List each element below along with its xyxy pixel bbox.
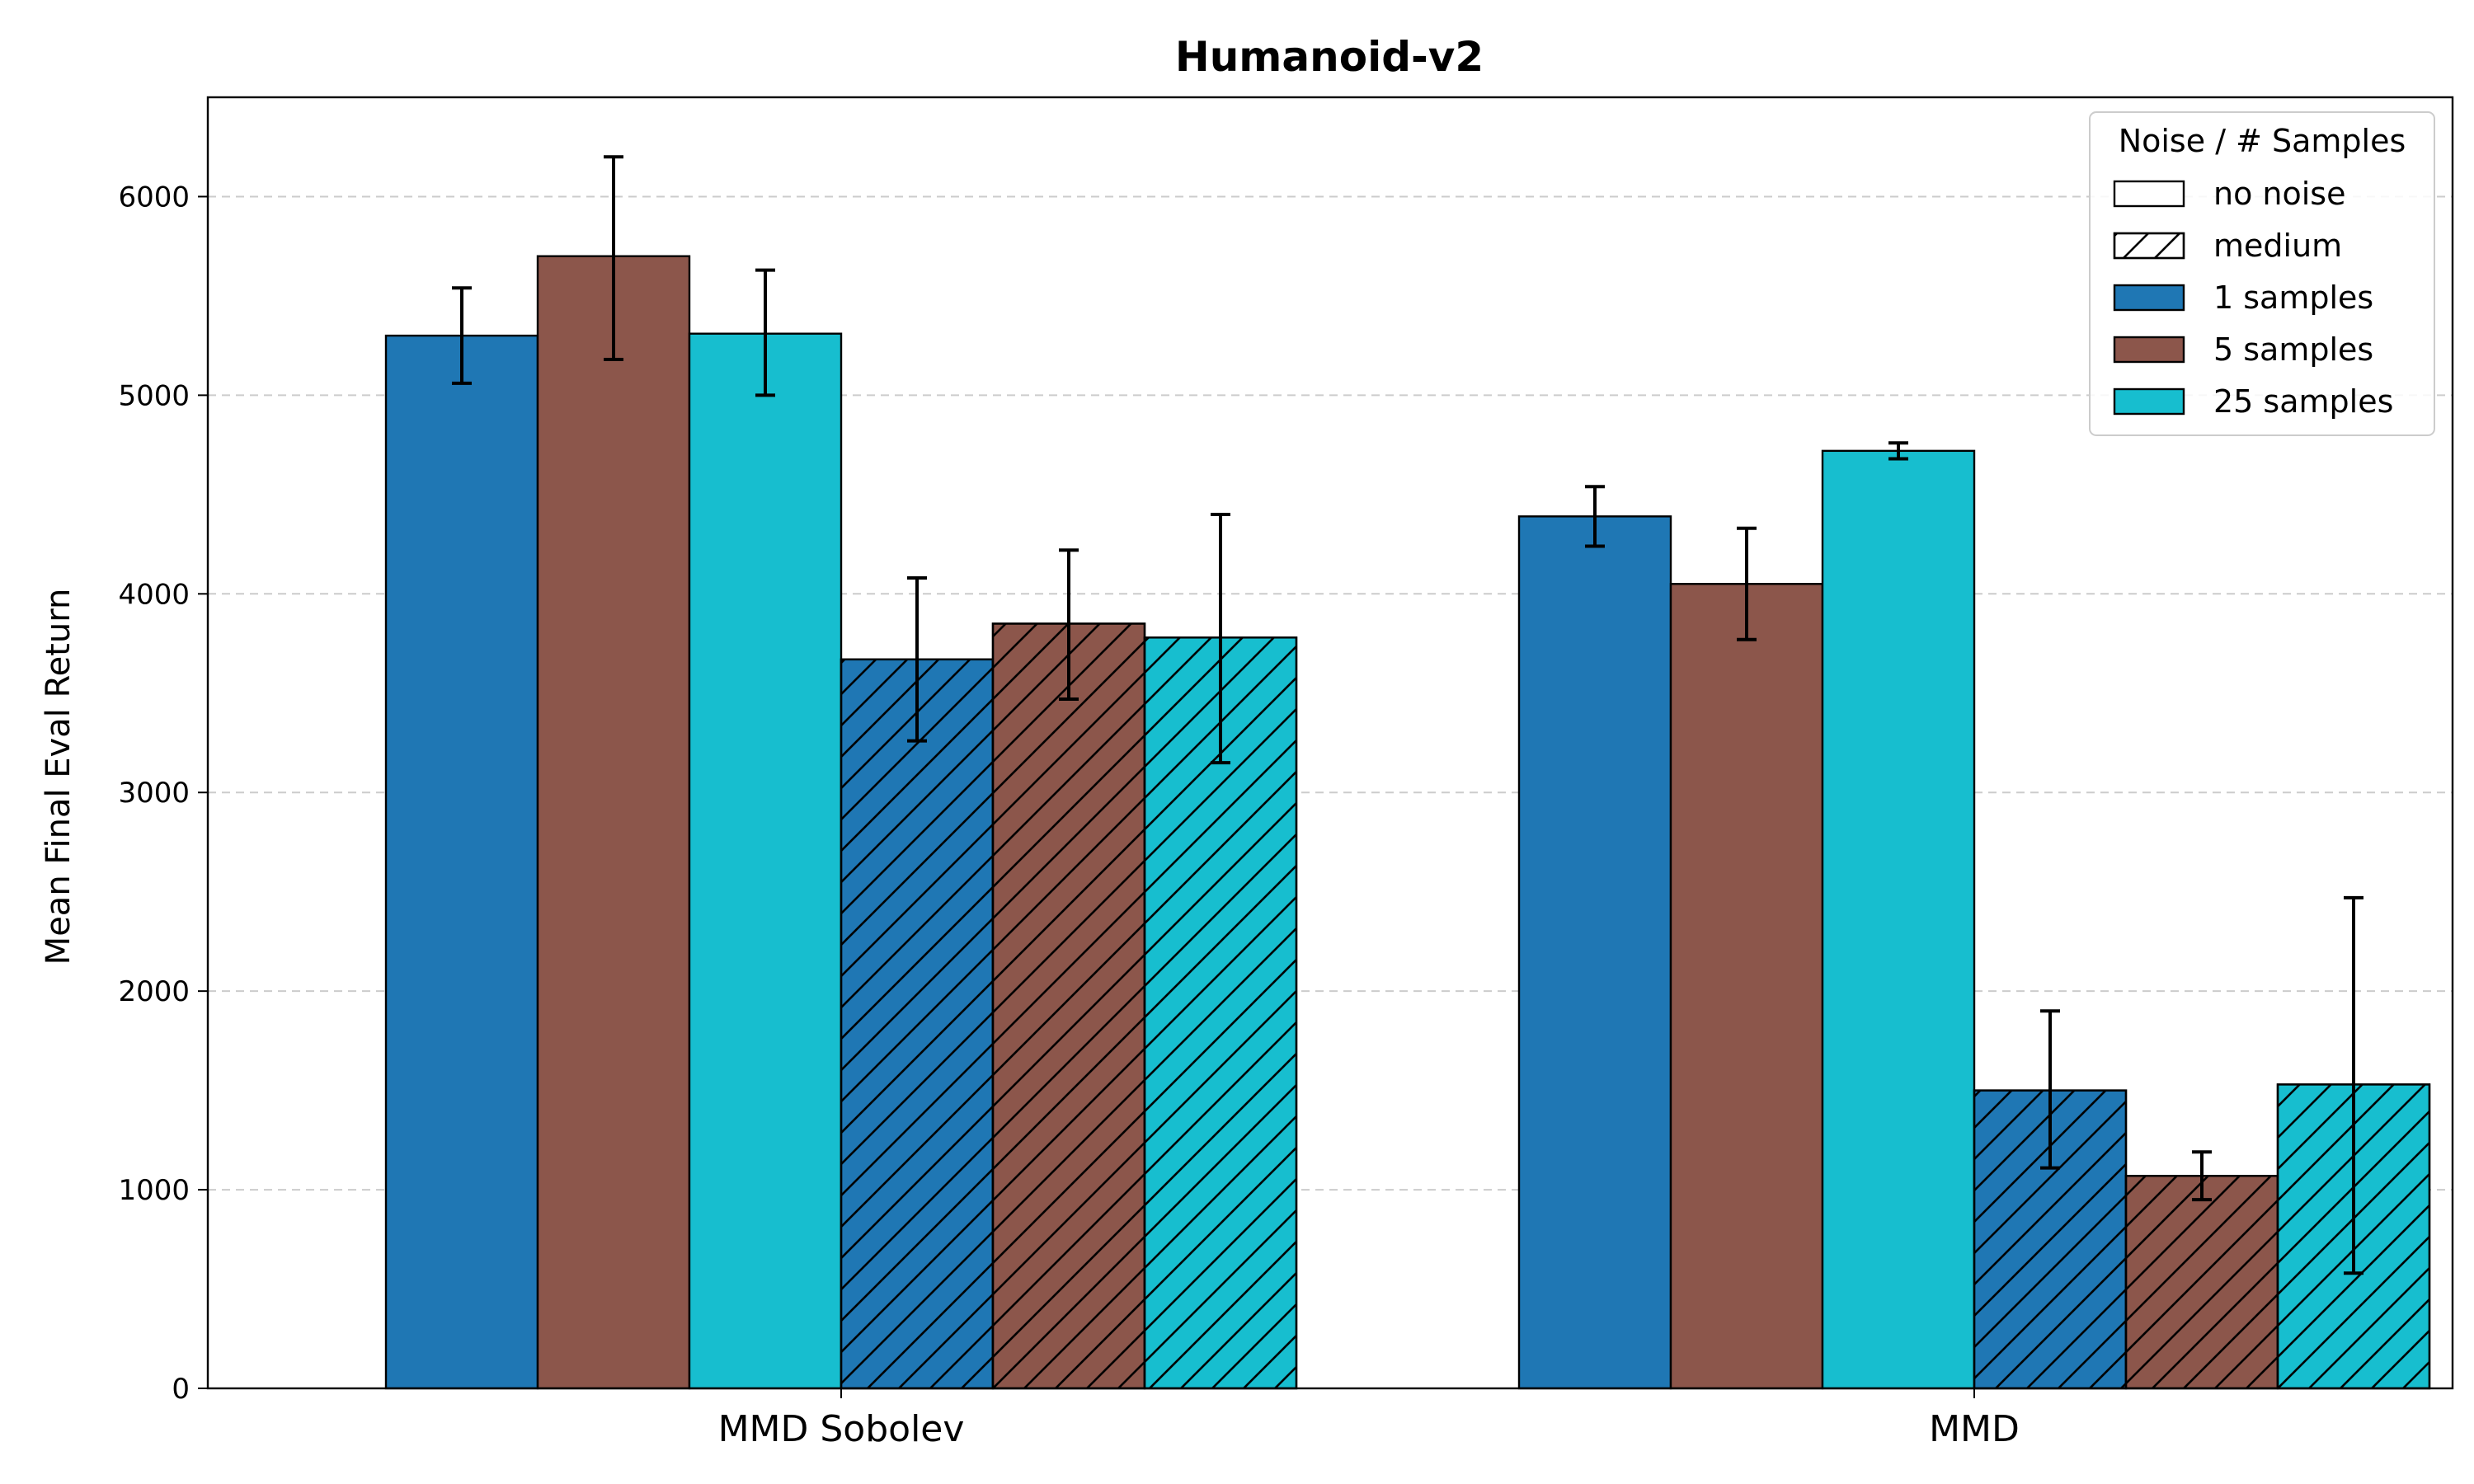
bar-hatch <box>840 658 995 1390</box>
bar <box>384 334 539 1390</box>
y-tick-label: 5000 <box>118 379 190 412</box>
y-tick-label: 2000 <box>118 975 190 1008</box>
bars <box>384 255 2431 1390</box>
axes: 0 1000 2000 3000 4000 5000 6000 MMD Sobolev MMD <box>118 96 2454 1450</box>
legend-swatch <box>2113 284 2185 312</box>
legend-swatch <box>2113 387 2185 416</box>
legend-swatch-hatch <box>2113 232 2185 260</box>
chart-title: Humanoid-v2 <box>1175 33 1484 81</box>
bar-hatch <box>991 622 1146 1390</box>
plot-frame <box>206 96 2454 1390</box>
bar <box>1669 583 1824 1390</box>
bar <box>1517 515 1672 1390</box>
y-axis-label: Mean Final Eval Return <box>40 589 78 965</box>
legend-label: 1 samples <box>2213 279 2373 316</box>
bar <box>688 332 843 1390</box>
legend-title: Noise / # Samples <box>2119 123 2406 159</box>
legend-label: medium <box>2213 228 2342 264</box>
grid-lines <box>208 195 2453 1191</box>
legend-label: 5 samples <box>2213 331 2373 368</box>
y-tick-label: 1000 <box>118 1174 190 1207</box>
y-tick-label: 0 <box>172 1373 190 1406</box>
y-tick-label: 3000 <box>118 777 190 810</box>
legend-swatch <box>2113 180 2185 208</box>
y-tick-label: 6000 <box>118 181 190 214</box>
x-tick-label: MMD <box>1929 1408 2020 1450</box>
legend-label: 25 samples <box>2213 383 2393 420</box>
legend-swatch <box>2113 336 2185 364</box>
legend: Noise / # Samples no noise medium 1 samples… <box>2089 111 2435 436</box>
bar <box>536 255 691 1390</box>
bar-hatch <box>2124 1175 2279 1390</box>
legend-label: no noise <box>2213 176 2345 212</box>
bar <box>1821 449 1976 1390</box>
error-bars <box>452 155 2363 1275</box>
y-tick-label: 4000 <box>118 578 190 611</box>
x-tick-label: MMD Sobolev <box>718 1408 965 1450</box>
